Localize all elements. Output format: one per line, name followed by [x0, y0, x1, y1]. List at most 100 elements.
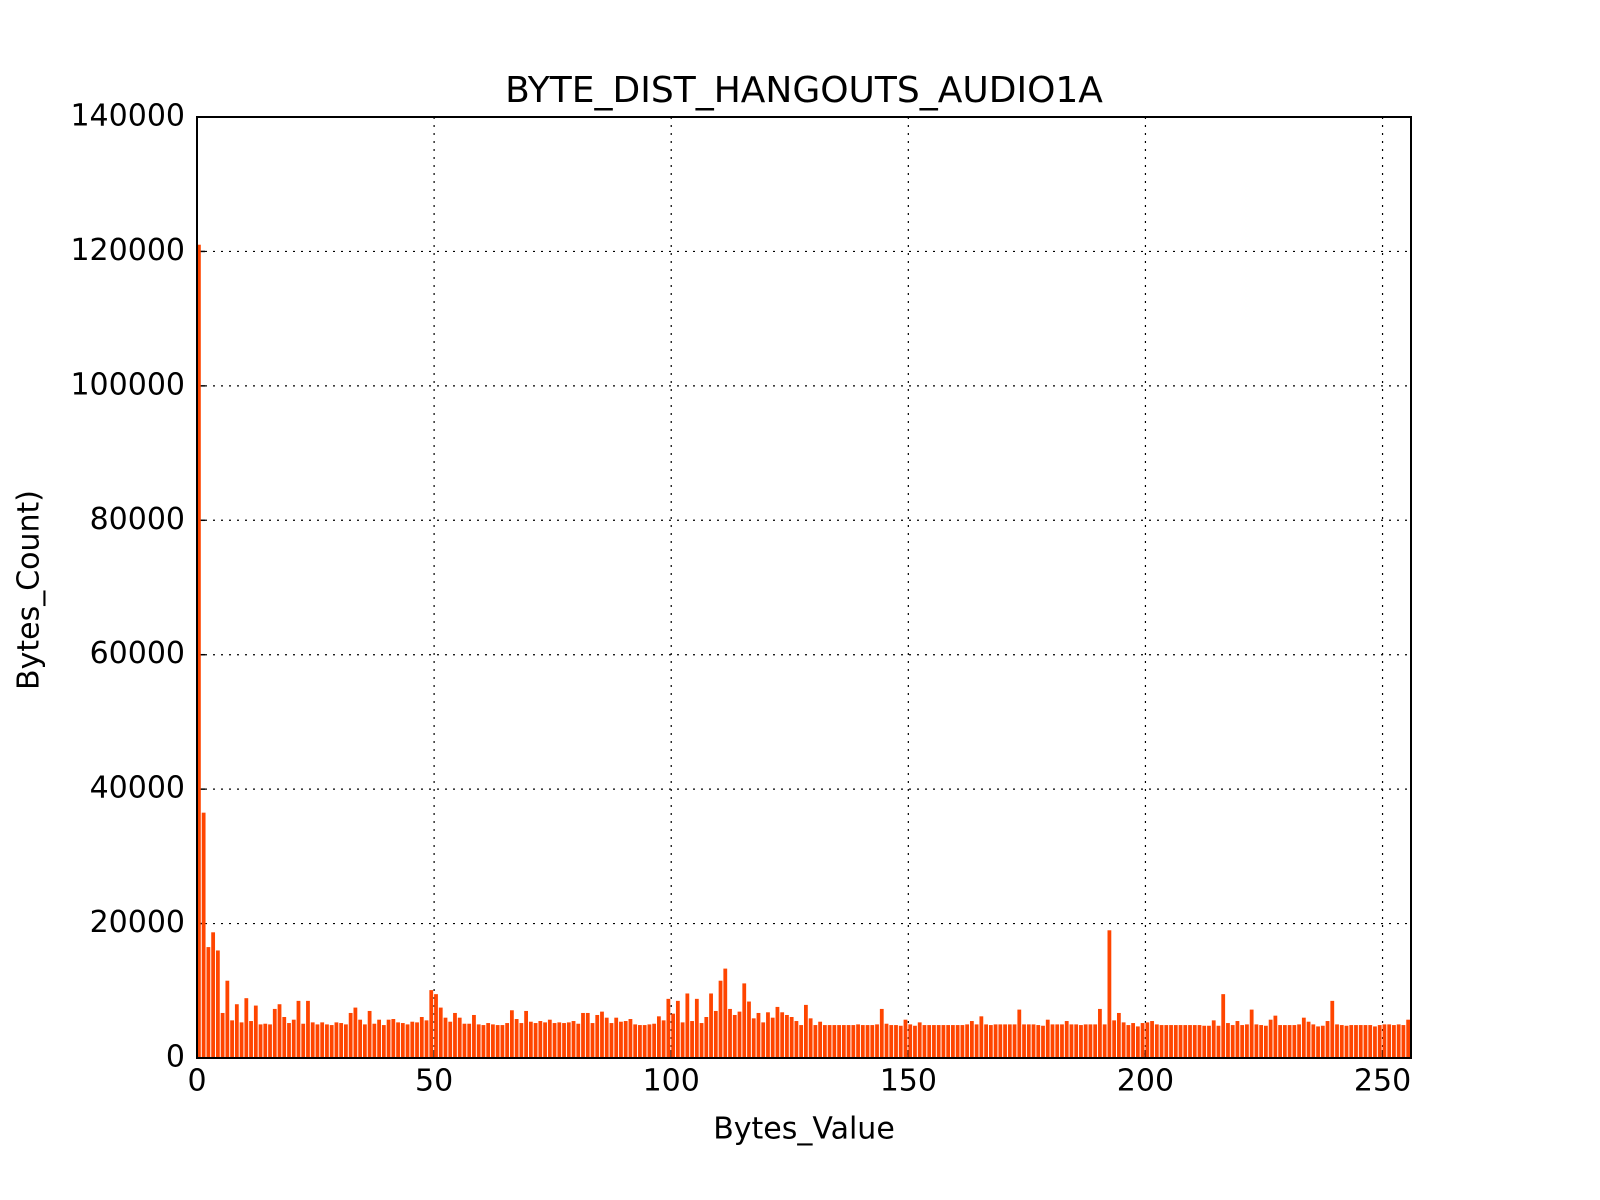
bar [1074, 1024, 1079, 1058]
bar [841, 1025, 846, 1058]
bar [287, 1023, 291, 1058]
bar [1159, 1025, 1164, 1058]
bar [1396, 1024, 1401, 1058]
bar [514, 1019, 519, 1058]
bar [1311, 1024, 1316, 1058]
bar [690, 1021, 694, 1058]
bar [424, 1020, 429, 1058]
bar [600, 1011, 604, 1058]
bar [590, 1023, 595, 1058]
bar [1245, 1024, 1249, 1058]
bar [405, 1024, 410, 1058]
y-tick-label: 80000 [90, 502, 185, 537]
bar [462, 1023, 467, 1058]
bar [1382, 1024, 1387, 1058]
bar [310, 1022, 315, 1058]
bar [1301, 1017, 1306, 1058]
bar [846, 1025, 851, 1058]
bar [614, 1017, 619, 1058]
bar [1164, 1025, 1169, 1058]
bar [1183, 1025, 1188, 1058]
bar [675, 1000, 680, 1058]
bar [329, 1025, 334, 1058]
bar [258, 1024, 263, 1058]
bar [927, 1025, 932, 1058]
x-tick-label: 200 [1117, 1064, 1174, 1099]
bar [704, 1016, 709, 1058]
bar [1373, 1026, 1377, 1058]
bar [1079, 1025, 1083, 1058]
bar [1268, 1019, 1273, 1058]
bar [1320, 1025, 1325, 1058]
bar [585, 1012, 590, 1058]
bar [1012, 1024, 1017, 1058]
bar [1363, 1025, 1368, 1058]
bar [1259, 1025, 1264, 1058]
bar [566, 1022, 571, 1058]
bar [234, 1004, 239, 1058]
bar [1216, 1025, 1221, 1058]
bar [377, 1019, 381, 1058]
bar [1207, 1025, 1211, 1058]
bar [889, 1025, 894, 1058]
bar [1197, 1025, 1202, 1058]
bar [353, 1007, 358, 1058]
bar [372, 1023, 377, 1058]
bar [1064, 1021, 1069, 1058]
bar [661, 1020, 666, 1058]
bar [984, 1024, 988, 1058]
bar [239, 1022, 244, 1058]
bar [500, 1025, 505, 1058]
bar [291, 1019, 296, 1058]
chart-title: BYTE_DIST_HANGOUTS_AUDIO1A [505, 70, 1103, 111]
bar [946, 1025, 951, 1058]
bar [562, 1023, 566, 1058]
bar [505, 1023, 510, 1058]
bar [766, 1012, 770, 1058]
bar [538, 1021, 543, 1058]
bar [581, 1012, 585, 1058]
bar [263, 1023, 268, 1058]
bar [268, 1024, 272, 1058]
bar [856, 1024, 860, 1058]
bar [438, 1007, 443, 1058]
bar [799, 1025, 804, 1058]
bar [780, 1012, 785, 1058]
bar [533, 1023, 538, 1058]
bar [1135, 1026, 1140, 1058]
bar [1107, 930, 1112, 1058]
bar [472, 1014, 476, 1058]
bar [509, 1010, 514, 1058]
bar [1173, 1025, 1178, 1058]
bar [628, 1019, 633, 1058]
bar [894, 1025, 898, 1058]
bar [747, 1001, 751, 1058]
bar [638, 1025, 642, 1058]
bar [1349, 1025, 1354, 1058]
bar [1273, 1015, 1278, 1058]
bar [656, 1016, 661, 1058]
bar [1240, 1025, 1245, 1058]
bar [1055, 1024, 1060, 1058]
bar [932, 1025, 936, 1058]
bar [1098, 1008, 1102, 1058]
bar [230, 1020, 234, 1058]
bar [1121, 1022, 1126, 1058]
bar [486, 1023, 491, 1058]
bar [571, 1021, 576, 1058]
bar [1145, 1022, 1150, 1058]
bar [723, 968, 728, 1058]
bar [1126, 1025, 1131, 1058]
bar [1017, 1009, 1022, 1058]
bar [1060, 1024, 1064, 1058]
bar [955, 1025, 960, 1058]
bar [1150, 1021, 1154, 1058]
x-axis-label: Bytes_Value [713, 1112, 895, 1147]
bar [576, 1023, 581, 1058]
bar [419, 1016, 424, 1058]
bar [296, 1000, 301, 1058]
bar [595, 1014, 600, 1058]
bar [951, 1025, 955, 1058]
